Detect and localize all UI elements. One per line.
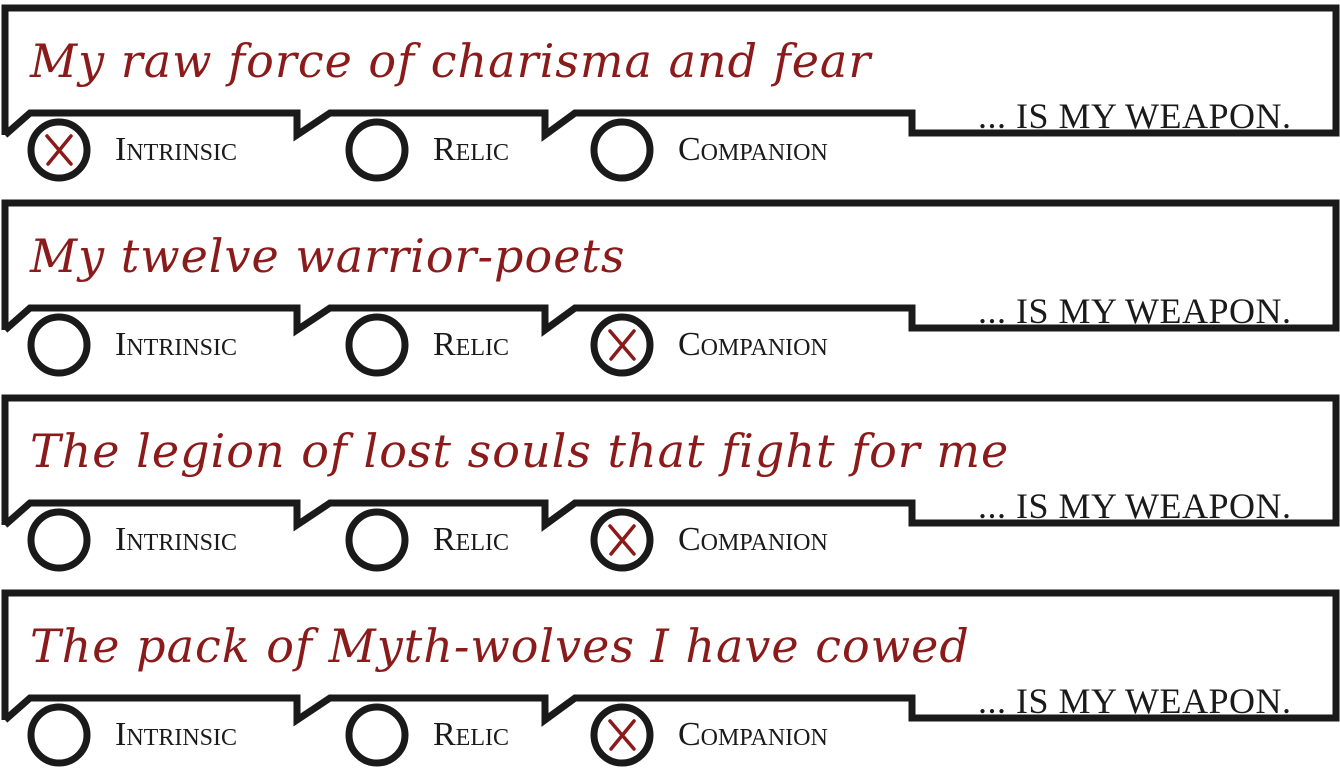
option-label-intrinsic: Intrinsic	[115, 716, 237, 753]
option-companion[interactable]: Companion	[590, 703, 900, 767]
weapon-description[interactable]: The legion of lost souls that fight for …	[30, 424, 1010, 478]
weapon-entry: My twelve warrior-poets ... IS MY WEAPON…	[0, 195, 1340, 387]
option-relic[interactable]: Relic	[345, 703, 545, 767]
option-companion[interactable]: Companion	[590, 313, 900, 377]
entry-frame	[1, 199, 1340, 337]
option-companion[interactable]: Companion	[590, 118, 900, 182]
radio-circle-icon	[27, 118, 91, 182]
radio-circle-icon	[27, 313, 91, 377]
option-relic[interactable]: Relic	[345, 508, 545, 572]
weapon-description[interactable]: The pack of Myth-wolves I have cowed	[30, 619, 970, 673]
entry-frame	[1, 394, 1340, 532]
x-mark-icon	[608, 719, 636, 751]
option-label-companion: Companion	[678, 521, 828, 558]
radio-circle-icon	[590, 508, 654, 572]
option-label-companion: Companion	[678, 326, 828, 363]
radio-circle-icon	[590, 313, 654, 377]
radio-circle-icon	[345, 118, 409, 182]
option-companion[interactable]: Companion	[590, 508, 900, 572]
radio-circle-icon	[345, 508, 409, 572]
weapon-entry: The legion of lost souls that fight for …	[0, 390, 1340, 582]
radio-circle-icon	[590, 118, 654, 182]
radio-circle-icon	[345, 313, 409, 377]
is-my-weapon-label: ... IS MY WEAPON.	[978, 96, 1292, 136]
x-mark-icon	[608, 329, 636, 361]
option-intrinsic[interactable]: Intrinsic	[27, 118, 297, 182]
is-my-weapon-label: ... IS MY WEAPON.	[978, 486, 1292, 526]
option-label-relic: Relic	[433, 716, 509, 753]
option-label-companion: Companion	[678, 131, 828, 168]
weapon-entry: My raw force of charisma and fear ... IS…	[0, 0, 1340, 192]
option-relic[interactable]: Relic	[345, 313, 545, 377]
option-intrinsic[interactable]: Intrinsic	[27, 508, 297, 572]
radio-circle-icon	[27, 703, 91, 767]
option-label-intrinsic: Intrinsic	[115, 326, 237, 363]
option-label-relic: Relic	[433, 131, 509, 168]
is-my-weapon-label: ... IS MY WEAPON.	[978, 681, 1292, 721]
weapon-description[interactable]: My raw force of charisma and fear	[30, 34, 872, 88]
option-intrinsic[interactable]: Intrinsic	[27, 313, 297, 377]
option-label-relic: Relic	[433, 326, 509, 363]
x-mark-icon	[608, 524, 636, 556]
option-relic[interactable]: Relic	[345, 118, 545, 182]
is-my-weapon-label: ... IS MY WEAPON.	[978, 291, 1292, 331]
radio-circle-icon	[345, 703, 409, 767]
radio-circle-icon	[590, 703, 654, 767]
option-label-relic: Relic	[433, 521, 509, 558]
entry-frame	[1, 589, 1340, 727]
option-label-companion: Companion	[678, 716, 828, 753]
weapon-entry: The pack of Myth-wolves I have cowed ...…	[0, 585, 1340, 777]
radio-circle-icon	[27, 508, 91, 572]
weapon-description[interactable]: My twelve warrior-poets	[30, 229, 626, 283]
option-intrinsic[interactable]: Intrinsic	[27, 703, 297, 767]
option-label-intrinsic: Intrinsic	[115, 521, 237, 558]
option-label-intrinsic: Intrinsic	[115, 131, 237, 168]
entry-frame	[1, 4, 1340, 142]
x-mark-icon	[45, 134, 73, 166]
